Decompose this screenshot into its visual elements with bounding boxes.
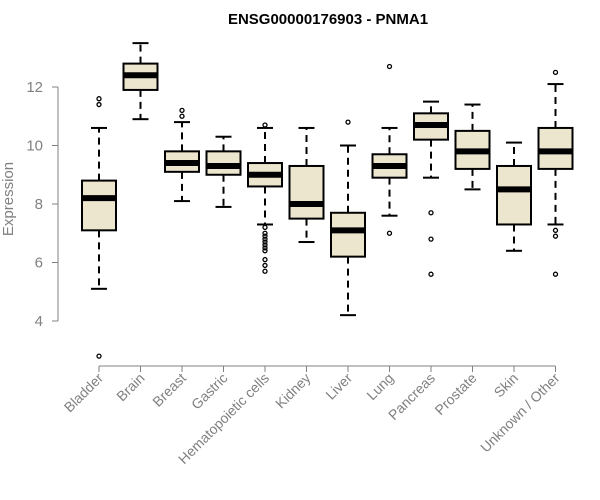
outlier-point bbox=[262, 245, 268, 251]
outlier-point bbox=[262, 236, 268, 242]
x-tick-label: Kidney bbox=[272, 370, 314, 412]
x-tick-label: Skin bbox=[491, 370, 522, 401]
box-iqr bbox=[81, 179, 117, 232]
outlier-point bbox=[262, 248, 268, 254]
x-tick-label: Unknown / Other bbox=[477, 370, 563, 456]
outlier-point bbox=[262, 122, 268, 128]
x-tick-label: Breast bbox=[149, 370, 189, 410]
outlier-point bbox=[386, 63, 393, 70]
y-tick-label: 8 bbox=[35, 196, 43, 213]
outlier-point bbox=[262, 233, 268, 239]
outlier-point bbox=[428, 210, 434, 216]
y-axis: 4 6 8 10 12 bbox=[26, 79, 59, 330]
outlier-point bbox=[96, 96, 102, 102]
outlier-point bbox=[386, 230, 393, 236]
outlier-point bbox=[96, 353, 102, 359]
outlier-point bbox=[262, 239, 268, 245]
box-iqr bbox=[330, 211, 366, 258]
box-skin bbox=[496, 141, 532, 252]
outlier-point bbox=[552, 69, 559, 76]
x-tick-label: Bladder bbox=[61, 370, 107, 416]
outlier-point bbox=[262, 230, 268, 236]
outlier-point bbox=[428, 271, 434, 277]
x-tick-label: Lung bbox=[363, 370, 396, 403]
y-tick-label: 10 bbox=[26, 138, 43, 155]
outlier-point bbox=[552, 227, 559, 233]
box-breast bbox=[164, 107, 200, 203]
box-kidney bbox=[288, 126, 325, 244]
outlier-point bbox=[552, 271, 559, 277]
y-tick-label: 4 bbox=[35, 313, 43, 330]
box-gastric bbox=[205, 135, 242, 208]
boxes-group bbox=[81, 42, 574, 359]
x-tick-label: Brain bbox=[113, 370, 147, 404]
box-brain bbox=[122, 42, 159, 121]
outlier-point bbox=[345, 119, 351, 125]
outlier-point bbox=[262, 268, 268, 274]
y-tick-label: 12 bbox=[26, 79, 43, 96]
y-axis-label: Expression bbox=[0, 162, 17, 236]
outlier-point bbox=[96, 101, 102, 108]
outlier-point bbox=[262, 224, 268, 231]
box-hematopoietic-cells bbox=[247, 122, 283, 274]
box-prostate bbox=[454, 103, 491, 191]
box-pancreas bbox=[413, 100, 449, 277]
outlier-point bbox=[552, 233, 559, 239]
outlier-point bbox=[179, 107, 185, 114]
box-unknown-other bbox=[537, 69, 574, 277]
box-bladder bbox=[81, 96, 117, 359]
outlier-point bbox=[179, 113, 185, 119]
x-tick-label: Liver bbox=[322, 370, 355, 403]
box-lung bbox=[371, 63, 408, 236]
outlier-point bbox=[428, 236, 434, 242]
outlier-point bbox=[262, 256, 268, 263]
y-tick-label: 6 bbox=[35, 255, 43, 272]
box-liver bbox=[330, 119, 366, 317]
box-iqr bbox=[496, 164, 532, 226]
outlier-point bbox=[262, 242, 268, 248]
chart-title: ENSG00000176903 - PNMA1 bbox=[228, 11, 428, 28]
outlier-point bbox=[262, 262, 268, 269]
box-iqr bbox=[288, 164, 325, 220]
x-tick-label: Prostate bbox=[431, 370, 479, 418]
